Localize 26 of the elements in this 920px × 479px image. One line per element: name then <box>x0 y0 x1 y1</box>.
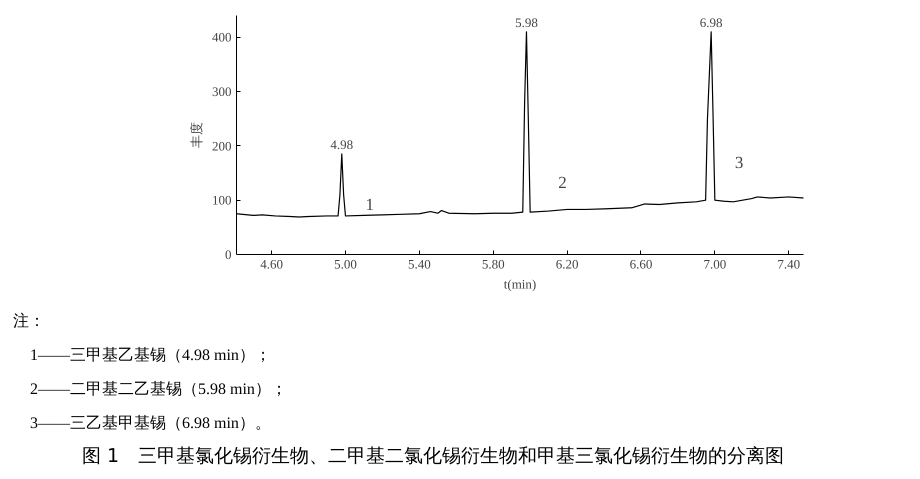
x-axis-title: t(min) <box>504 276 536 292</box>
x-tick-label: 7.00 <box>703 256 726 272</box>
text: 图 1 三甲基氯化锡衍生物、二甲基二氯化锡衍生物和甲基三氯化锡衍生物的分离图 <box>82 444 786 469</box>
annotation: 6.98 <box>700 14 723 30</box>
x-tick-label: 6.60 <box>630 256 652 272</box>
y-tick-label: 300 <box>212 84 232 100</box>
annotation: 5.98 <box>515 14 538 30</box>
annotation: 4.98 <box>330 137 354 152</box>
x-tick-label: 5.80 <box>482 256 505 272</box>
x-tick-label: 5.40 <box>408 256 431 272</box>
y-tick-label: 100 <box>212 192 232 208</box>
annotation: 2 <box>558 172 567 192</box>
x-tick-label: 6.20 <box>556 256 578 272</box>
text: 3——三乙基甲基锡（6.98 min）。 <box>30 414 272 434</box>
text: 2——二甲基二乙基锡（5.98 min）； <box>30 380 288 400</box>
x-tick-label: 5.00 <box>334 256 357 272</box>
annotation: 3 <box>734 152 744 172</box>
y-axis-title: 丰度 <box>189 122 204 148</box>
text: 1——三甲基乙基锡（4.98 min）； <box>30 346 272 366</box>
text: 注： <box>13 312 46 332</box>
annotation: 1 <box>366 195 374 214</box>
y-tick-label: 400 <box>212 30 232 45</box>
y-tick-label: 0 <box>225 247 232 262</box>
x-tick-label: 4.60 <box>260 256 283 272</box>
x-tick-label: 7.40 <box>777 256 800 272</box>
y-tick-label: 200 <box>212 138 232 154</box>
